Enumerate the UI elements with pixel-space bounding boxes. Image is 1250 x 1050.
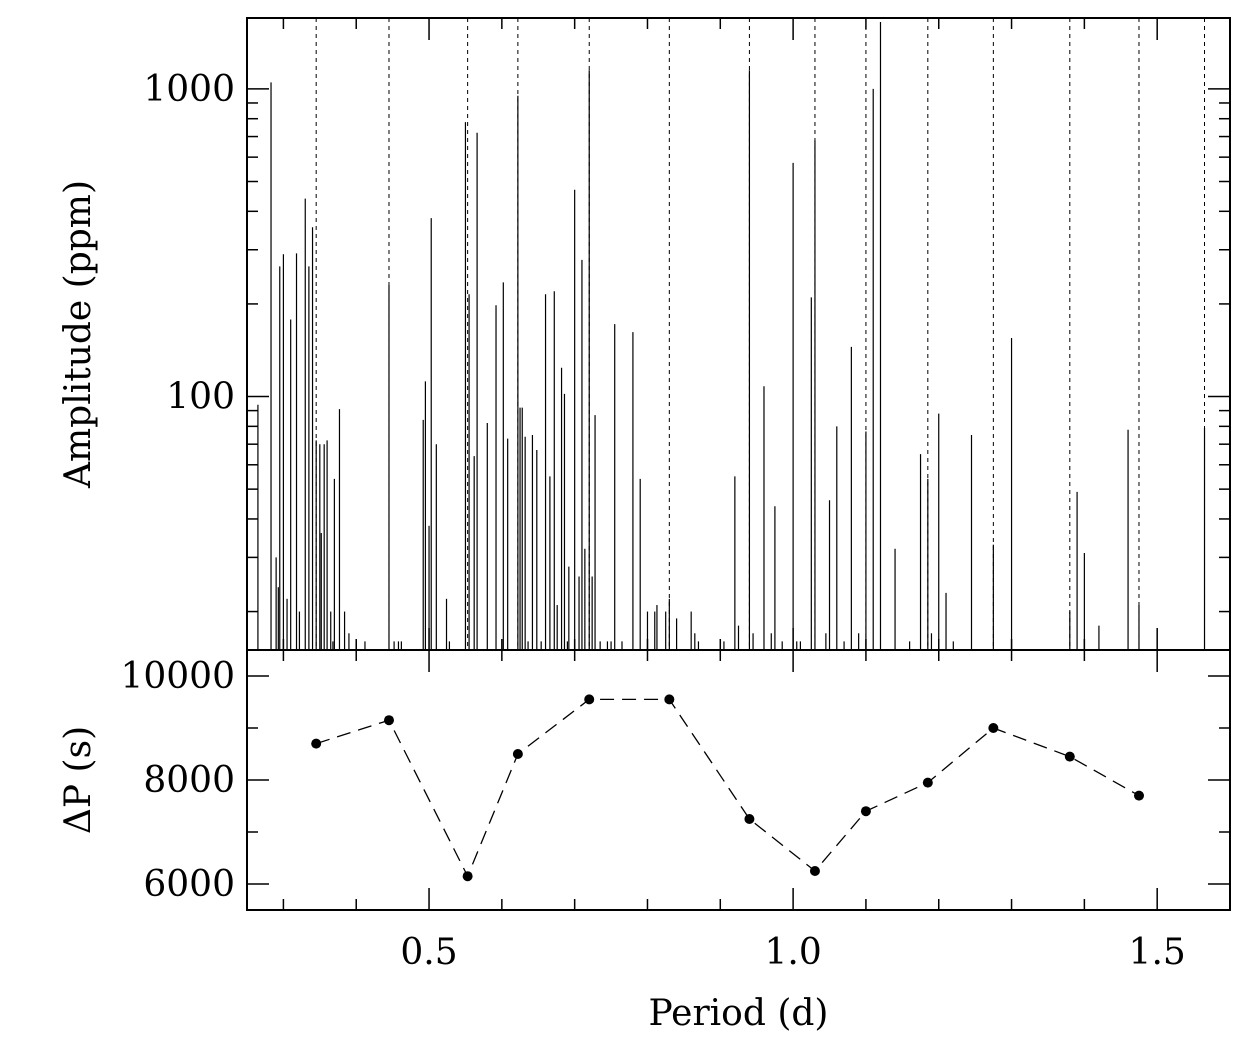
amplitude-axis-title: Amplitude (ppm) <box>58 180 99 489</box>
period-x-tick-label: 0.5 <box>400 932 457 973</box>
spacing-data-point <box>512 749 523 759</box>
spacing-series-line <box>315 698 1140 878</box>
amplitude-peaks <box>257 21 1206 650</box>
spacing-plot-frame <box>246 649 1231 911</box>
spacing-series-points <box>311 694 1144 882</box>
spacing-y-tick-label: 10000 <box>120 656 235 697</box>
spacing-y-tick-label: 8000 <box>143 760 235 801</box>
spacing-data-point <box>1064 751 1075 762</box>
amplitude-panel: 100 1000 <box>143 17 1231 651</box>
spacing-data-point <box>383 715 394 726</box>
spacing-axis-title: ΔP (s) <box>58 726 99 834</box>
spacing-data-point <box>584 694 595 705</box>
spacing-data-point <box>664 694 675 705</box>
period-x-tick-label: 1.0 <box>764 932 821 973</box>
spacing-data-point <box>922 777 933 788</box>
dashed-markers <box>315 18 1206 650</box>
period-x-tick-label: 1.5 <box>1129 932 1186 973</box>
spacing-data-point <box>311 738 322 749</box>
amplitude-axis-ticks: 100 1000 <box>143 18 1231 650</box>
spacing-data-point <box>988 723 999 733</box>
amplitude-y-tick-label: 100 <box>166 377 235 418</box>
spacing-axis-ticks: 0.5 1.0 1.5 6000 8000 10000 <box>120 650 1231 973</box>
spacing-panel: 0.5 1.0 1.5 6000 8000 10000 <box>120 649 1231 973</box>
spacing-data-point <box>744 814 755 824</box>
spacing-data-point <box>809 866 820 876</box>
spacing-y-tick-label: 6000 <box>143 864 235 905</box>
amplitude-y-tick-label: 1000 <box>143 69 235 110</box>
period-axis-title: Period (d) <box>649 993 829 1034</box>
spacing-data-point <box>462 871 473 882</box>
amplitude-plot-frame <box>246 17 1231 651</box>
spacing-data-point <box>860 806 871 817</box>
spacing-data-point <box>1133 790 1144 801</box>
